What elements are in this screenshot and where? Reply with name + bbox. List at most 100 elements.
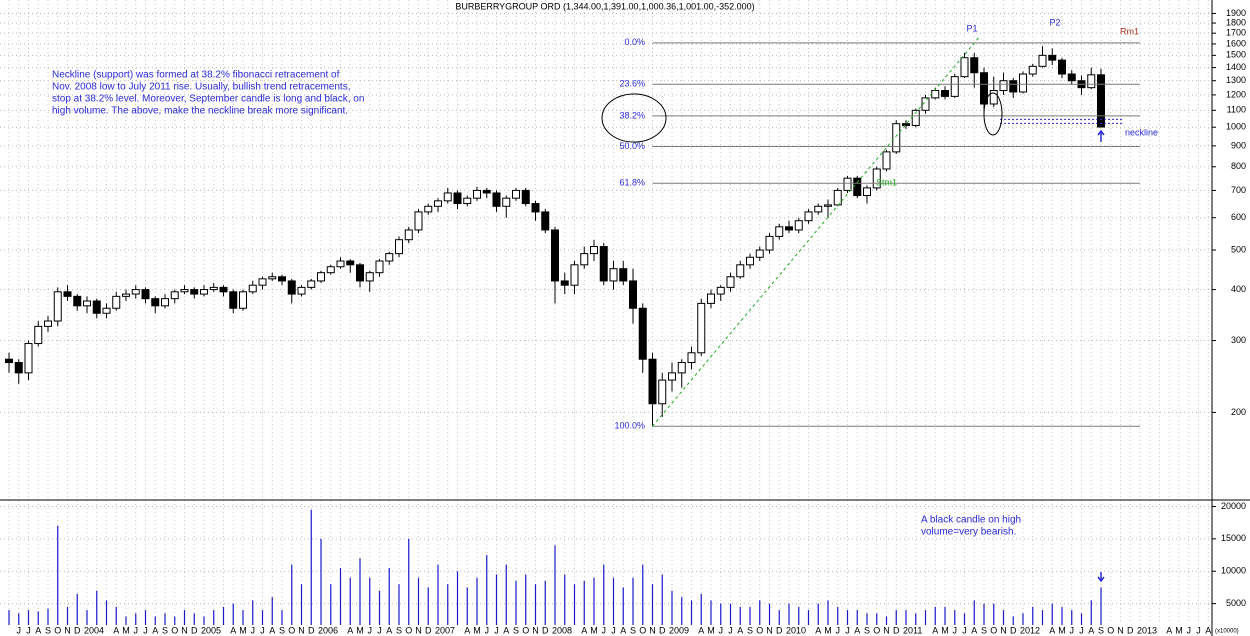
volume-bar — [671, 590, 673, 636]
x-tick-label: S — [396, 625, 402, 635]
y-tick-label: 200 — [1231, 407, 1246, 417]
x-tick-label: A — [113, 625, 119, 635]
x-tick-label: J — [728, 625, 733, 635]
x-tick-label: M — [1175, 625, 1183, 635]
x-tick-label: A — [1088, 625, 1094, 635]
candle-body — [1087, 74, 1096, 89]
candle-body — [404, 229, 413, 241]
fib-label: 0.0% — [624, 37, 645, 47]
x-tick-label: A — [581, 625, 587, 635]
y-tick-label: 1500 — [1226, 50, 1246, 60]
volume-bar — [554, 545, 556, 636]
candle-body — [804, 211, 813, 222]
fib-label: 38.2% — [619, 110, 645, 120]
volume-bar — [437, 564, 439, 636]
x-tick-label: N — [649, 625, 656, 635]
candle-body — [960, 57, 969, 78]
volume-bar — [320, 538, 322, 636]
volume-bar — [749, 606, 751, 636]
x-tick-label: S — [864, 625, 870, 635]
annotations: 0.0% 23.6% 38.2% 50.0% 61.8% 100.0% neckline St… — [52, 17, 1158, 537]
candle-body — [424, 205, 433, 213]
volume-bar — [183, 610, 186, 636]
candle-body — [73, 295, 82, 307]
volume-bar — [105, 600, 108, 636]
candle-body — [648, 358, 657, 405]
x-tick-label: J — [1187, 625, 1192, 635]
x-tick-label: S — [630, 625, 636, 635]
candle-body — [122, 293, 130, 297]
y-tick-label: 1100 — [1227, 105, 1246, 115]
candle-body — [1097, 74, 1105, 128]
volume-bar — [710, 600, 712, 636]
x-tick-label: 2007 — [435, 625, 455, 635]
candle-body — [755, 249, 764, 258]
x-tick-label: N — [1117, 625, 1124, 635]
candle-body — [53, 291, 62, 322]
x-tick-label: J — [836, 625, 841, 635]
candle-body — [375, 260, 384, 274]
candle-body — [365, 272, 374, 282]
x-tick-label: M — [1058, 625, 1066, 635]
volume-bar — [1100, 587, 1102, 636]
x-tick-label: A — [815, 625, 821, 635]
x-tick-label: N — [64, 625, 71, 635]
candle-body — [638, 307, 647, 360]
volume-bar — [486, 555, 488, 636]
x-tick-label: D — [776, 625, 783, 635]
candle-body — [687, 352, 696, 364]
x-tick-label: J — [251, 625, 256, 635]
volume-bar — [281, 610, 283, 636]
volume-bar — [232, 603, 234, 636]
resistance-label: Rm1 — [1120, 26, 1139, 36]
volume-bar — [388, 568, 390, 636]
candle-body — [746, 256, 754, 266]
up-arrow — [1097, 129, 1105, 142]
volume-bar — [612, 577, 615, 636]
x-tick-label: A — [347, 625, 353, 635]
candle-body — [599, 246, 608, 282]
x-tick-label: S — [279, 625, 285, 635]
candle-body — [843, 177, 852, 191]
x-tick-label: J — [845, 625, 850, 635]
volume-bar — [729, 603, 732, 636]
candle-body — [63, 291, 72, 297]
candle-body — [716, 286, 725, 295]
x-tick-label: D — [1127, 625, 1134, 635]
x-tick-label: O — [54, 625, 61, 635]
down-arrow — [1097, 572, 1105, 583]
volume-bar — [778, 610, 780, 636]
fib-label: 50.0% — [619, 141, 645, 151]
x-tick-label: A — [620, 625, 626, 635]
x-tick-label: O — [873, 625, 880, 635]
y-tick-label: 1700 — [1226, 28, 1246, 38]
fib-label: 61.8% — [619, 178, 645, 188]
x-tick-label: D — [542, 625, 549, 635]
candle-body — [83, 300, 91, 307]
candle-body — [521, 189, 530, 205]
volume-bar — [924, 610, 927, 636]
candle-body — [1058, 59, 1066, 75]
volume-bar — [252, 600, 254, 636]
volume-bar — [427, 587, 429, 636]
volume-bar — [837, 606, 839, 636]
y-tick-label: 1000 — [1226, 122, 1246, 132]
x-tick-label: A — [386, 625, 392, 635]
x-tick-label: S — [513, 625, 519, 635]
volume-bar — [339, 568, 342, 636]
volume-bar — [222, 606, 225, 636]
candle-body — [999, 80, 1008, 92]
candle-body — [872, 168, 881, 189]
volume-bar — [934, 606, 936, 636]
x-tick-label: A — [1049, 625, 1055, 635]
x-tick-label: J — [377, 625, 382, 635]
volume-bar — [856, 610, 858, 636]
volume-bar — [271, 597, 273, 636]
candle-body — [482, 189, 491, 194]
trendline — [652, 37, 979, 427]
x-tick-label: O — [522, 625, 529, 635]
volume-bar — [827, 600, 829, 636]
candle-body — [102, 307, 111, 314]
candle-body — [151, 298, 160, 307]
candle-body — [921, 97, 930, 111]
